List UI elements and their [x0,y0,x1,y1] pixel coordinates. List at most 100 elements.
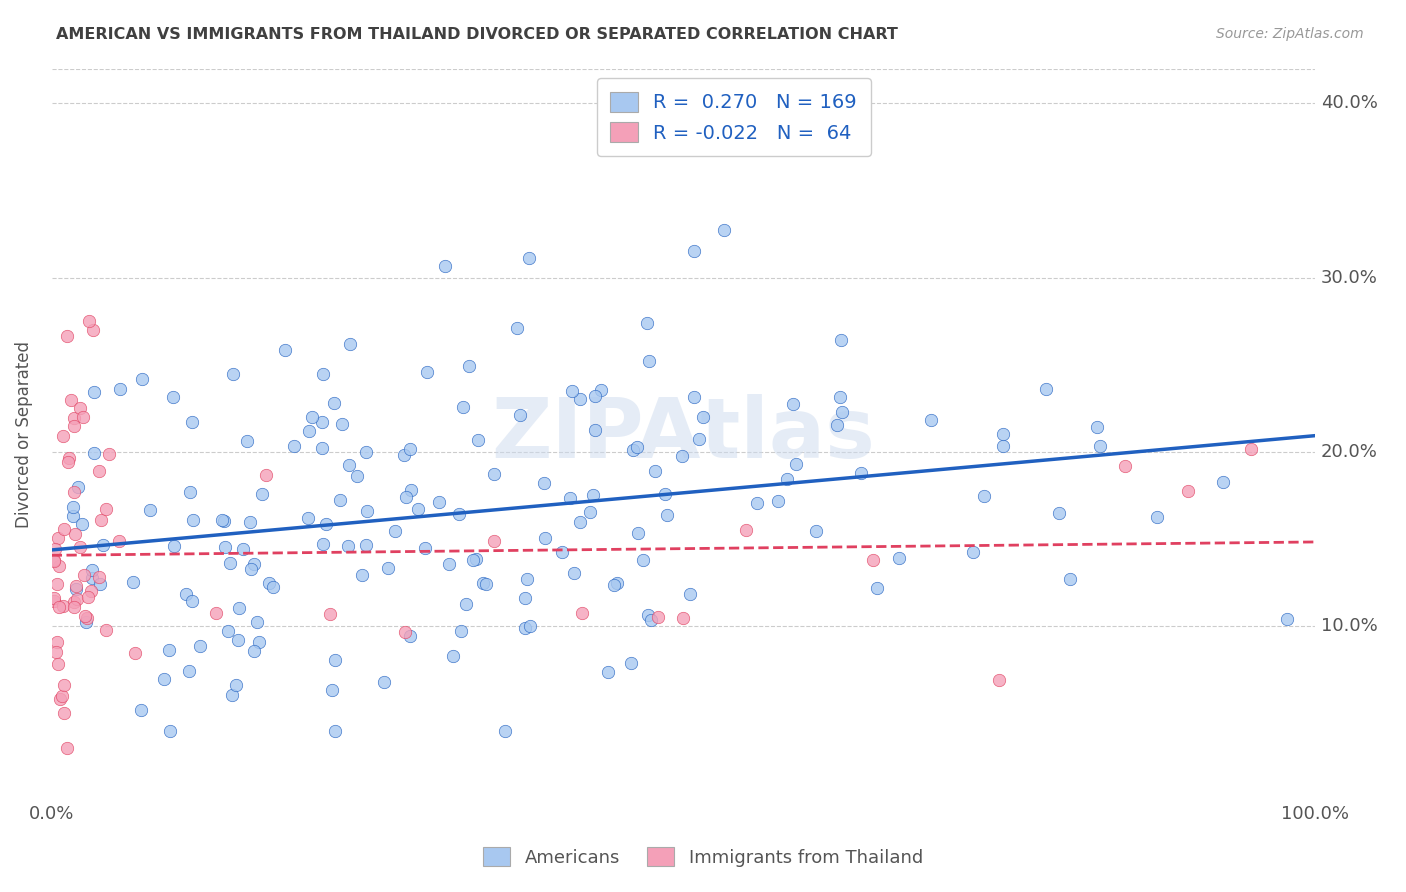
Point [225,678,247,692]
Point [596,665,619,679]
Point [830,334,852,348]
Point [82,563,104,577]
Point [218,556,240,570]
Point [606,575,628,590]
Point [519,619,541,633]
Point [59,392,82,407]
Point [395,490,418,504]
Point [312,367,335,381]
Point [311,441,333,455]
Point [87,464,110,478]
Point [83,446,105,460]
Text: Source: ZipAtlas.com: Source: ZipAtlas.com [1216,27,1364,41]
Point [48,657,70,672]
Point [52,599,75,614]
Point [44,554,66,568]
Point [315,516,337,531]
Point [569,392,592,406]
Point [457,359,479,374]
Point [373,675,395,690]
Point [139,502,162,516]
Point [603,578,626,592]
Point [177,664,200,678]
Point [506,321,529,335]
Point [63,410,86,425]
Point [683,390,706,404]
Point [56,741,79,756]
Point [413,541,436,555]
Point [337,458,360,472]
Point [679,587,702,601]
Point [46,531,69,545]
Point [82,323,104,337]
Point [58,450,80,465]
Point [494,723,516,738]
Point [589,383,612,397]
Point [246,615,269,630]
Legend: R =  0.270   N = 169, R = -0.022   N =  64: R = 0.270 N = 169, R = -0.022 N = 64 [598,78,870,156]
Point [181,415,204,429]
Point [534,531,557,545]
Point [356,445,378,459]
Point [987,673,1010,687]
Point [63,418,86,433]
Point [96,502,118,516]
Point [1212,475,1234,490]
Point [226,632,249,647]
Point [655,508,678,522]
Point [129,703,152,717]
Point [866,581,889,595]
Point [745,496,768,510]
Point [862,553,884,567]
Point [83,385,105,400]
Point [97,447,120,461]
Point [75,609,97,624]
Point [1240,442,1263,456]
Text: AMERICAN VS IMMIGRANTS FROM THAILAND DIVORCED OR SEPARATED CORRELATION CHART: AMERICAN VS IMMIGRANTS FROM THAILAND DIV… [56,27,898,42]
Point [188,640,211,654]
Point [44,594,66,608]
Point [394,625,416,640]
Point [654,487,676,501]
Point [163,539,186,553]
Point [108,382,131,396]
Point [89,577,111,591]
Point [962,545,984,559]
Point [174,587,197,601]
Point [688,432,710,446]
Point [153,672,176,686]
Point [627,525,650,540]
Point [1177,484,1199,499]
Point [52,522,75,536]
Point [63,527,86,541]
Point [221,688,243,702]
Point [920,413,942,427]
Point [232,542,254,557]
Point [582,488,605,502]
Point [849,466,872,480]
Point [474,577,496,591]
Point [323,396,346,410]
Point [465,551,488,566]
Point [222,367,245,381]
Point [159,723,181,738]
Point [72,410,94,425]
Point [122,575,145,590]
Point [93,538,115,552]
Point [70,516,93,531]
Point [131,372,153,386]
Point [257,576,280,591]
Point [44,553,66,567]
Point [80,584,103,599]
Point [571,606,593,620]
Point [69,401,91,416]
Point [782,396,804,410]
Point [1114,459,1136,474]
Point [993,426,1015,441]
Point [415,365,437,379]
Point [461,553,484,567]
Point [672,611,695,625]
Point [692,409,714,424]
Point [568,515,591,529]
Point [399,483,422,497]
